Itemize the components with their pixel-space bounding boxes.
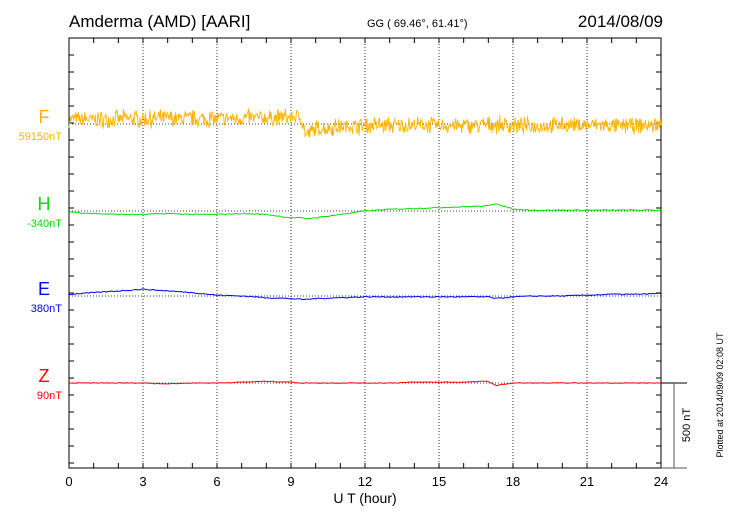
plotted-note: Plotted at 2014/09/09 02:08 UT bbox=[715, 332, 725, 458]
series-baseline-H: -340nT bbox=[27, 218, 62, 230]
x-tick-label: 9 bbox=[287, 474, 294, 489]
series-baseline-Z: 90nT bbox=[37, 390, 62, 402]
chart-date: 2014/08/09 bbox=[578, 12, 663, 31]
x-tick-label: 21 bbox=[580, 474, 594, 489]
x-tick-label: 24 bbox=[654, 474, 668, 489]
x-tick-label: 3 bbox=[139, 474, 146, 489]
x-tick-label: 18 bbox=[506, 474, 520, 489]
series-name-H: H bbox=[38, 194, 51, 214]
series-name-E: E bbox=[38, 279, 50, 299]
x-tick-label: 12 bbox=[358, 474, 372, 489]
series-baseline-F: 59150nT bbox=[19, 131, 63, 143]
x-tick-label: 6 bbox=[213, 474, 220, 489]
series-baseline-E: 380nT bbox=[31, 303, 62, 315]
chart-title: Amderma (AMD) [AARI] bbox=[69, 12, 250, 31]
series-name-Z: Z bbox=[39, 366, 50, 386]
series-line-E bbox=[68, 288, 662, 301]
station-coords: GG ( 69.46°, 61.41°) bbox=[367, 18, 468, 30]
series-line-Z bbox=[68, 380, 662, 387]
scale-bar-label: 500 nT bbox=[681, 408, 693, 443]
series-name-F: F bbox=[39, 107, 50, 127]
series-line-H bbox=[68, 203, 662, 220]
series-line-F bbox=[68, 108, 662, 138]
x-axis-label: U T (hour) bbox=[333, 490, 396, 506]
x-tick-label: 15 bbox=[432, 474, 446, 489]
plot-frame bbox=[68, 37, 662, 469]
x-tick-label: 0 bbox=[65, 474, 72, 489]
